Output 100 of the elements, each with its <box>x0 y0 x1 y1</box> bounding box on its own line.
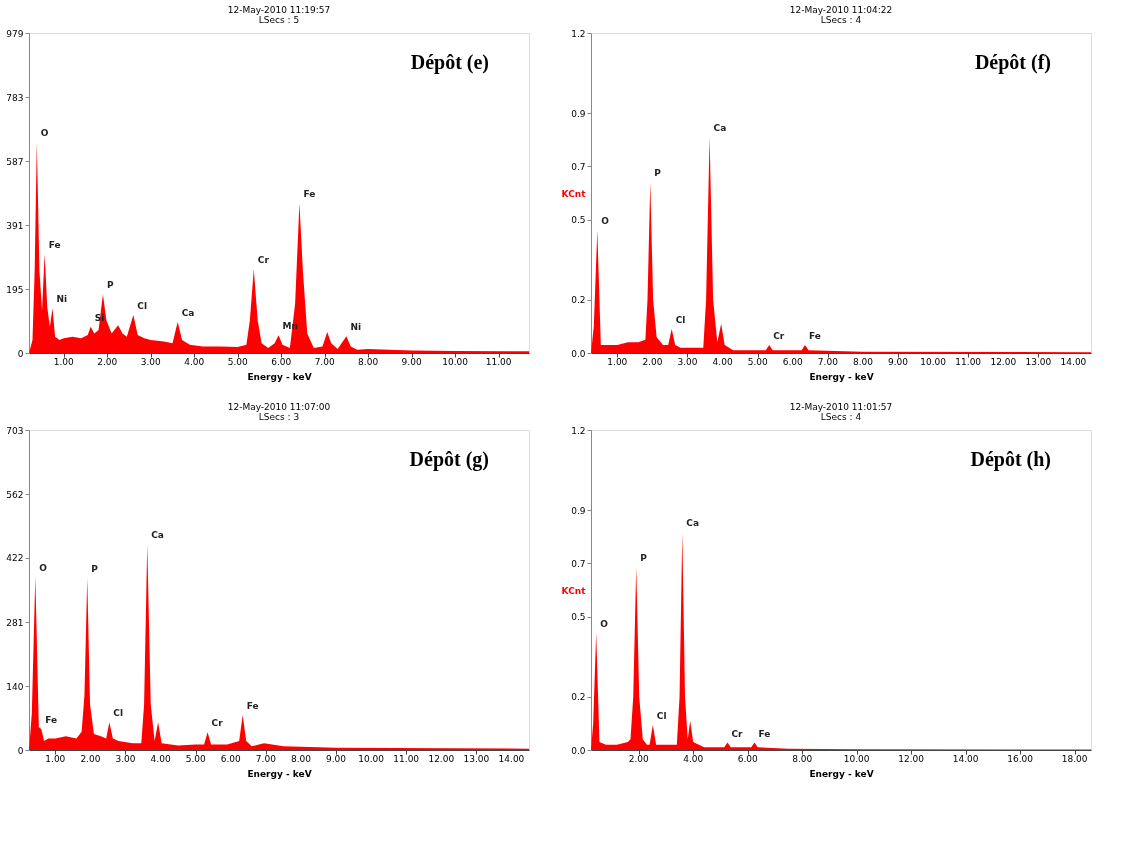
annotation: Cr <box>257 255 270 266</box>
y-tick-label: 0.0 <box>571 348 586 359</box>
x-tick-label: 14.00 <box>1060 357 1087 367</box>
x-tick-label: 2.00 <box>97 357 118 367</box>
annotation: Fe <box>48 239 61 250</box>
chart-title: 12-May-2010 11:04:22 <box>789 5 893 15</box>
annotation: Cl <box>137 301 148 312</box>
y-tick-label: 1.2 <box>571 425 586 436</box>
y-tick-label: 0.5 <box>571 215 586 226</box>
x-tick-label: 4.00 <box>150 754 171 764</box>
x-tick-label: 6.00 <box>782 357 804 367</box>
annotation: Fe <box>303 189 316 200</box>
y-tick-label: 195 <box>6 284 24 295</box>
annotation: P <box>91 563 99 574</box>
x-tick-label: 13.00 <box>463 754 490 764</box>
x-tick-label: 10.00 <box>442 357 469 367</box>
x-tick-label: 11.00 <box>393 754 420 764</box>
annotation: Cl <box>656 710 667 721</box>
annotation: Ca <box>686 518 699 529</box>
x-tick-label: 11.00 <box>485 357 512 367</box>
y-tick-label: 422 <box>6 553 24 564</box>
x-tick-label: 9.00 <box>401 357 422 367</box>
annotation: Ca <box>151 530 164 541</box>
annotation: Fe <box>45 715 58 726</box>
y-tick-label: 587 <box>6 156 24 167</box>
x-tick-label: 10.00 <box>358 754 385 764</box>
chart-title: 12-May-2010 11:07:00 <box>227 402 331 412</box>
x-tick-label: 2.00 <box>628 754 649 764</box>
x-tick-label: 9.00 <box>325 754 347 764</box>
annotation: Dépôt (g) <box>409 448 489 471</box>
x-tick-label: 10.00 <box>920 357 947 367</box>
x-tick-label: 6.00 <box>271 357 292 367</box>
y-tick-label: 562 <box>6 489 24 500</box>
x-tick-label: 3.00 <box>115 754 136 764</box>
x-axis-title: Energy - keV <box>247 372 312 382</box>
y-tick-label: 0.2 <box>571 295 586 306</box>
x-tick-label: 4.00 <box>184 357 205 367</box>
y-tick-label: 281 <box>6 617 24 628</box>
y-tick-label: 391 <box>6 220 24 231</box>
x-tick-label: 8.00 <box>290 754 312 764</box>
x-tick-label: 1.00 <box>45 754 66 764</box>
x-tick-label: 13.00 <box>1025 357 1052 367</box>
y-tick-label: 140 <box>6 681 24 692</box>
y-tick-label: 0.5 <box>571 612 586 623</box>
annotation: Dépôt (f) <box>974 51 1051 74</box>
x-axis-title: Energy - keV <box>809 372 874 382</box>
x-tick-label: 12.00 <box>990 357 1017 367</box>
x-tick-label: 8.00 <box>792 754 813 764</box>
x-tick-label: 8.00 <box>358 357 379 367</box>
x-tick-label: 18.00 <box>1061 754 1088 764</box>
x-tick-label: 6.00 <box>220 754 242 764</box>
x-tick-label: 7.00 <box>314 357 335 367</box>
annotation: Dépôt (e) <box>410 51 489 74</box>
annotation: Ca <box>181 307 195 318</box>
annotation: P <box>640 553 648 564</box>
annotation: Ni <box>56 294 68 305</box>
annotation: O <box>600 618 609 629</box>
y-axis-title: KCnt <box>561 188 587 199</box>
x-tick-label: 11.00 <box>955 357 982 367</box>
y-tick-label: 783 <box>6 92 24 103</box>
x-axis-title: Energy - keV <box>809 769 874 779</box>
annotation: Ca <box>713 123 727 133</box>
annotation: Cr <box>773 331 785 341</box>
y-tick-label: 0 <box>17 745 24 756</box>
x-axis-title: Energy - keV <box>247 769 312 779</box>
x-tick-label: 14.00 <box>498 754 525 764</box>
y-tick-label: 0 <box>17 348 24 359</box>
x-tick-label: 14.00 <box>952 754 979 764</box>
x-tick-label: 2.00 <box>80 754 101 764</box>
annotation: Dépôt (h) <box>970 448 1051 471</box>
annotation: Fe <box>809 331 821 341</box>
x-tick-label: 2.00 <box>642 357 663 367</box>
x-tick-label: 12.00 <box>898 754 925 764</box>
x-tick-label: 5.00 <box>747 357 768 367</box>
x-tick-label: 8.00 <box>852 357 874 367</box>
x-tick-label: 9.00 <box>887 357 909 367</box>
y-tick-label: 703 <box>6 425 24 436</box>
x-tick-label: 4.00 <box>683 754 704 764</box>
chart-title: 12-May-2010 11:01:57 <box>789 402 893 412</box>
x-tick-label: 6.00 <box>737 754 758 764</box>
y-axis-title: KCnt <box>561 585 587 596</box>
annotation: P <box>106 280 114 291</box>
x-tick-label: 1.00 <box>607 357 628 367</box>
y-tick-label: 0.9 <box>571 505 586 516</box>
chart-title: 12-May-2010 11:19:57 <box>227 5 331 15</box>
x-tick-label: 10.00 <box>843 754 870 764</box>
y-tick-label: 0.2 <box>571 692 586 703</box>
y-tick-label: 979 <box>6 28 24 39</box>
chart-subtitle: LSecs : 5 <box>258 15 300 25</box>
x-tick-label: 5.00 <box>185 754 206 764</box>
annotation: P <box>654 168 662 179</box>
y-tick-label: 0.7 <box>571 558 586 569</box>
y-tick-label: 0.7 <box>571 161 586 172</box>
annotation: Cl <box>675 315 686 325</box>
chart-subtitle: LSecs : 4 <box>820 412 862 422</box>
annotation: Ni <box>350 322 362 333</box>
x-tick-label: 3.00 <box>140 357 162 367</box>
x-tick-label: 7.00 <box>817 357 839 367</box>
annotation: O <box>40 128 49 139</box>
y-tick-label: 1.2 <box>571 28 586 39</box>
